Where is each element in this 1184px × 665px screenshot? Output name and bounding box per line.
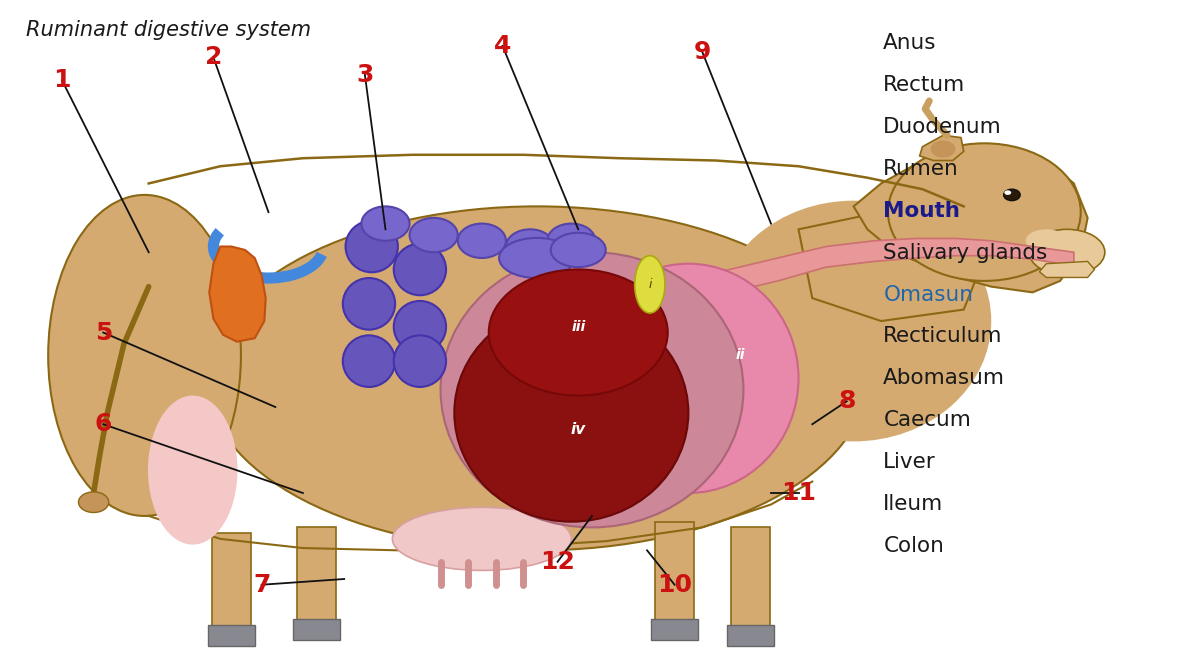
- Ellipse shape: [578, 264, 798, 493]
- Ellipse shape: [551, 233, 606, 267]
- Ellipse shape: [888, 144, 1081, 281]
- Polygon shape: [297, 527, 336, 621]
- Text: Anus: Anus: [883, 33, 937, 53]
- Text: 6: 6: [95, 412, 112, 436]
- Text: i: i: [648, 278, 651, 291]
- Ellipse shape: [148, 396, 238, 545]
- Ellipse shape: [343, 278, 395, 330]
- Polygon shape: [731, 527, 770, 627]
- Text: 3: 3: [356, 63, 373, 86]
- Text: Liver: Liver: [883, 452, 937, 472]
- Text: Ruminant digestive system: Ruminant digestive system: [26, 20, 311, 40]
- Ellipse shape: [1029, 229, 1105, 275]
- Ellipse shape: [1004, 189, 1021, 201]
- Text: Omasun: Omasun: [883, 285, 973, 305]
- Text: 11: 11: [781, 481, 816, 505]
- Text: Caecum: Caecum: [883, 410, 971, 430]
- Text: 1: 1: [53, 68, 71, 92]
- Polygon shape: [208, 625, 255, 646]
- Ellipse shape: [458, 223, 506, 258]
- Polygon shape: [920, 135, 964, 160]
- Polygon shape: [210, 247, 265, 342]
- Ellipse shape: [506, 229, 554, 264]
- Ellipse shape: [343, 335, 395, 387]
- Text: 9: 9: [694, 40, 710, 64]
- Text: Recticulum: Recticulum: [883, 327, 1003, 346]
- Ellipse shape: [716, 201, 991, 442]
- Text: 8: 8: [838, 389, 855, 413]
- Text: Mouth: Mouth: [883, 201, 960, 221]
- Ellipse shape: [394, 335, 446, 387]
- Polygon shape: [1040, 261, 1094, 277]
- Ellipse shape: [392, 507, 572, 571]
- Ellipse shape: [1004, 190, 1011, 195]
- Ellipse shape: [361, 206, 410, 241]
- Text: Rumen: Rumen: [883, 159, 959, 179]
- Polygon shape: [854, 149, 1088, 293]
- Ellipse shape: [500, 238, 574, 278]
- Ellipse shape: [346, 221, 398, 272]
- Text: Ileum: Ileum: [883, 494, 944, 514]
- Ellipse shape: [547, 223, 596, 258]
- Polygon shape: [212, 533, 251, 627]
- Ellipse shape: [49, 195, 240, 516]
- Text: 2: 2: [205, 45, 223, 69]
- Ellipse shape: [489, 269, 668, 396]
- Polygon shape: [675, 239, 1074, 304]
- Text: 10: 10: [657, 573, 693, 597]
- Ellipse shape: [78, 492, 109, 513]
- Text: ii: ii: [736, 348, 746, 362]
- Ellipse shape: [440, 252, 744, 527]
- Text: Salivary glands: Salivary glands: [883, 243, 1048, 263]
- Text: Duodenum: Duodenum: [883, 117, 1002, 137]
- Polygon shape: [727, 625, 773, 646]
- Text: Colon: Colon: [883, 536, 944, 556]
- Text: 5: 5: [95, 321, 112, 344]
- Polygon shape: [798, 206, 991, 321]
- Polygon shape: [651, 619, 699, 640]
- Text: iii: iii: [571, 320, 585, 334]
- Ellipse shape: [394, 301, 446, 352]
- Ellipse shape: [455, 304, 688, 521]
- Ellipse shape: [635, 255, 665, 313]
- Polygon shape: [294, 619, 340, 640]
- Ellipse shape: [1025, 229, 1067, 252]
- Ellipse shape: [410, 218, 458, 252]
- Polygon shape: [655, 521, 694, 621]
- Text: iv: iv: [571, 422, 586, 438]
- Text: Rectum: Rectum: [883, 75, 965, 95]
- Text: 4: 4: [494, 34, 511, 58]
- Text: 7: 7: [253, 573, 270, 597]
- Text: 12: 12: [540, 550, 575, 574]
- Ellipse shape: [206, 206, 868, 551]
- Ellipse shape: [931, 140, 955, 158]
- Ellipse shape: [394, 243, 446, 295]
- Text: Abomasum: Abomasum: [883, 368, 1005, 388]
